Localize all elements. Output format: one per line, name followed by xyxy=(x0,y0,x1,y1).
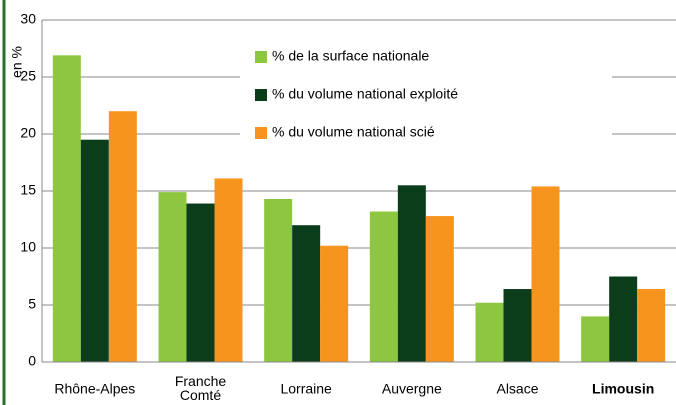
bar xyxy=(214,178,243,362)
y-tick-label: 25 xyxy=(20,68,36,84)
bar xyxy=(52,55,81,363)
y-axis-label: en % xyxy=(9,46,25,78)
bar xyxy=(369,211,398,362)
y-tick-label: 20 xyxy=(20,125,36,141)
bar xyxy=(320,245,349,362)
bar xyxy=(158,192,187,362)
legend-swatch xyxy=(255,127,267,139)
y-tick-label: 15 xyxy=(20,182,36,198)
bar xyxy=(609,276,638,362)
legend-background xyxy=(240,38,612,150)
legend-label: % du volume national exploité xyxy=(272,86,458,102)
bar xyxy=(503,289,532,362)
bar xyxy=(292,225,321,362)
bar xyxy=(581,316,610,362)
bar xyxy=(397,185,426,362)
y-tick-label: 0 xyxy=(28,353,36,369)
y-tick-label: 10 xyxy=(20,239,36,255)
bar xyxy=(425,216,454,362)
bar xyxy=(108,111,137,362)
x-tick-label: Auvergne xyxy=(382,381,442,397)
x-tick-label: Limousin xyxy=(592,381,654,397)
bar xyxy=(637,289,666,362)
x-tick-label: Franche Comté xyxy=(175,373,227,403)
y-tick-label: 5 xyxy=(28,296,36,312)
bar xyxy=(531,186,560,362)
x-tick-label: Alsace xyxy=(496,381,538,397)
bar xyxy=(475,302,504,362)
bar xyxy=(80,139,109,362)
x-tick-label: Rhône-Alpes xyxy=(54,381,135,397)
x-tick-label: Lorraine xyxy=(280,381,332,397)
bar xyxy=(264,198,293,362)
bar xyxy=(186,203,215,362)
legend-label: % du volume national scié xyxy=(272,124,435,140)
legend-swatch xyxy=(255,89,267,101)
legend-label: % de la surface nationale xyxy=(272,48,429,64)
y-tick-label: 30 xyxy=(20,11,36,27)
legend-swatch xyxy=(255,51,267,63)
